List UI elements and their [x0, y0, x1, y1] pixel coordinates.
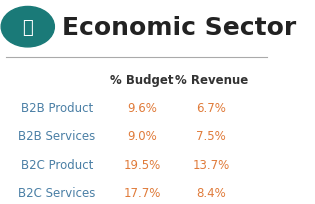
Text: B2B Product: B2B Product — [21, 102, 93, 114]
Text: 7.5%: 7.5% — [196, 130, 226, 143]
Circle shape — [1, 7, 54, 48]
Text: 9.6%: 9.6% — [127, 102, 157, 114]
Text: B2B Services: B2B Services — [18, 130, 96, 143]
Text: Economic Sector: Economic Sector — [62, 16, 297, 40]
Text: 6.7%: 6.7% — [196, 102, 226, 114]
Text: 17.7%: 17.7% — [123, 186, 161, 199]
Text: 9.0%: 9.0% — [127, 130, 157, 143]
Text: 🏙: 🏙 — [22, 19, 33, 37]
Text: % Budget: % Budget — [110, 73, 174, 86]
Text: 8.4%: 8.4% — [196, 186, 226, 199]
Text: B2C Product: B2C Product — [21, 158, 93, 171]
Text: % Revenue: % Revenue — [175, 73, 248, 86]
Text: B2C Services: B2C Services — [18, 186, 96, 199]
Text: 13.7%: 13.7% — [193, 158, 230, 171]
Text: 19.5%: 19.5% — [123, 158, 161, 171]
